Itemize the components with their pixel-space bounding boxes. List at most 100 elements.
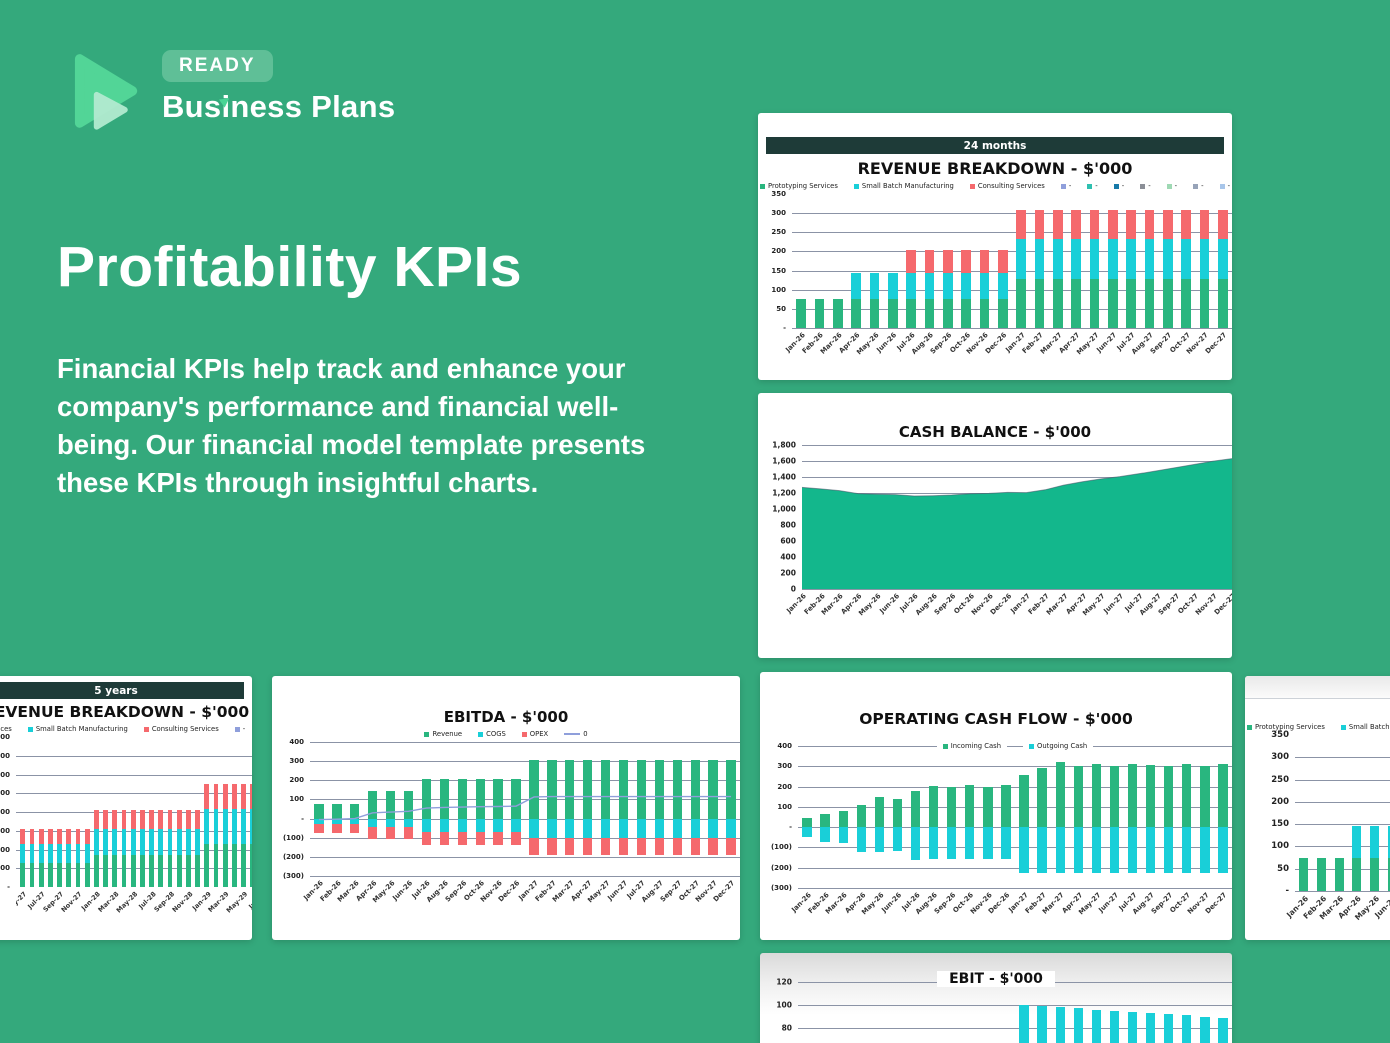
- plot-area: Incoming Cash Outgoing Cash: [798, 741, 1232, 889]
- bar-segment: [29, 829, 35, 844]
- bar-segment: [726, 759, 736, 819]
- y-tick-label: 100: [776, 1000, 792, 1010]
- bar-segment: [869, 299, 880, 328]
- bar-segment: [965, 827, 975, 859]
- bar-segment: [158, 810, 164, 829]
- bar-segment: [1019, 827, 1029, 874]
- bar-segment: [1016, 239, 1026, 279]
- bar-segment: [820, 813, 830, 828]
- bar-segment: [1164, 1014, 1174, 1043]
- bar-segment: [1071, 210, 1081, 240]
- y-tick-label: 300: [777, 762, 792, 771]
- revenue-breakdown-24-months-chart: Prototyping Services Small Batch Manufact…: [758, 182, 1232, 370]
- bar-segment: [439, 818, 450, 833]
- y-tick-label: 100: [0, 864, 10, 873]
- bar-segment: [1089, 279, 1100, 328]
- plot: [1295, 735, 1390, 892]
- bar-segment: [961, 272, 971, 300]
- y-tick-label: 200: [0, 845, 10, 854]
- bar-segment: [57, 863, 62, 887]
- bar-segment: [314, 824, 324, 833]
- grid-line: [1295, 824, 1390, 826]
- legend-label: OPEX: [529, 730, 549, 738]
- bar-segment: [1144, 239, 1155, 279]
- bar-segment: [1218, 764, 1228, 828]
- bar-segment: [457, 818, 467, 833]
- y-tick-label: 200: [780, 568, 796, 578]
- y-tick-label: 1,200: [772, 488, 796, 498]
- grid-line: [1295, 891, 1390, 892]
- plot: [792, 194, 1232, 329]
- bar-segment: [350, 818, 360, 825]
- bar-segment: [906, 272, 916, 300]
- bar-segment: [1182, 1015, 1192, 1043]
- bar-segment: [820, 827, 830, 843]
- bar-segment: [140, 855, 145, 887]
- cash-balance-chart: 1,800 1,600 1,400 1,200 1,000 800 600 400 200 0 Ja…: [758, 441, 1232, 635]
- y-tick-label: 1,600: [772, 456, 796, 466]
- bar-segment: [314, 818, 324, 825]
- chart-canvas: 1,800 1,600 1,400 1,200 1,000 800 600 400 200 0: [758, 441, 1232, 594]
- bar-segment: [241, 809, 246, 844]
- bar-segment: [1218, 239, 1228, 279]
- y-tick-label: 150: [1271, 819, 1289, 830]
- bar-segment: [350, 824, 360, 833]
- bar-segment: [547, 837, 557, 855]
- bar-segment: [1037, 768, 1047, 828]
- bar-segment: [600, 818, 611, 838]
- bar-segment: [75, 863, 81, 887]
- bar-segment: [204, 783, 210, 810]
- grid-line: [798, 888, 1232, 889]
- bar-segment: [140, 828, 145, 856]
- x-axis: Jan-26Mar-26May-26Jul-26Sep-26Nov-26Jan-…: [0, 887, 252, 927]
- bar-segment: [708, 818, 718, 838]
- bar-segment: [1164, 827, 1174, 874]
- bar-segment: [856, 827, 866, 852]
- chart-title: EBIT - $'000: [937, 971, 1055, 987]
- chart-title: REVENUE BREAKDOWN - $'000: [857, 159, 1133, 178]
- bar-segment: [38, 829, 44, 844]
- y-tick-label: 1,800: [772, 440, 796, 450]
- bar-segment: [439, 832, 450, 846]
- bar-segment: [314, 804, 324, 819]
- bar-segment: [1109, 1010, 1120, 1043]
- bar-segment: [888, 272, 898, 300]
- bar-segment: [195, 810, 200, 829]
- grid-line: [792, 308, 1232, 310]
- grid-line: [16, 755, 252, 757]
- bar-segment: [130, 855, 136, 887]
- bar-segment: [57, 843, 62, 863]
- bar-segment: [94, 810, 99, 829]
- bar-segment: [961, 299, 971, 328]
- bar-segment: [1126, 210, 1136, 240]
- bar-segment: [924, 249, 935, 273]
- bar-segment: [1387, 826, 1390, 858]
- chart-canvas: 12010080604020-(20)(40)(60)(80)(100)(120…: [760, 978, 1232, 1043]
- legend-label: -: [1227, 182, 1231, 190]
- grid-line: [1295, 846, 1390, 848]
- grid-line: [798, 827, 1232, 829]
- x-axis: Jan-26Feb-26Mar-26Apr-26May-26Jun-26Jul-…: [1245, 891, 1390, 931]
- legend-swatch: [1166, 183, 1172, 189]
- legend-swatch: [521, 731, 527, 737]
- bar-segment: [222, 843, 228, 887]
- page-title: Profitability KPIs: [57, 235, 523, 299]
- bar-segment: [38, 843, 44, 863]
- y-tick-label: 1,000: [772, 504, 796, 514]
- bar-segment: [1127, 1011, 1138, 1043]
- bar-segment: [1163, 239, 1173, 279]
- bar-segment: [403, 827, 414, 840]
- chart-canvas: 800 700 600 500 400 300 200 100 -: [0, 733, 252, 891]
- bar-segment: [672, 818, 682, 838]
- bar-segment: [654, 759, 665, 819]
- grid-line: [802, 589, 1232, 590]
- bar-segment: [947, 827, 957, 859]
- bar-segment: [1352, 826, 1362, 858]
- grid-line: [1295, 801, 1390, 803]
- revenue-breakdown-5-years-card: 5 years REVENUE BREAKDOWN - $'000 Protot…: [0, 676, 252, 940]
- bar-segment: [1164, 765, 1174, 828]
